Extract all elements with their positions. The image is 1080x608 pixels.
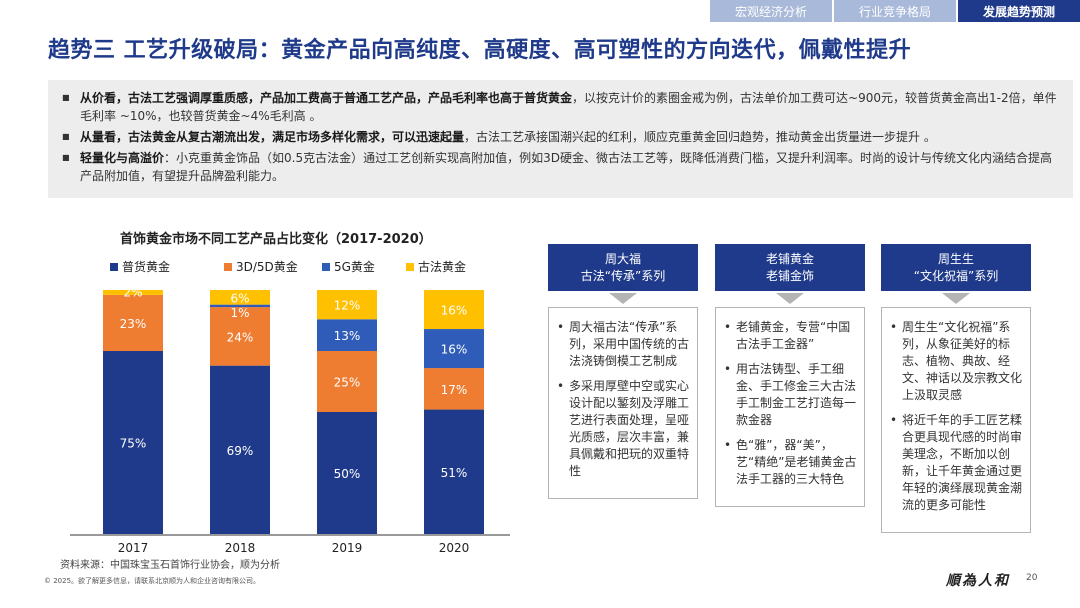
data-label: 23% [120,317,147,331]
card-series: 古法“传承”系列 [580,268,666,283]
bullet-text: ：小克重黄金饰品（如0.5克古法金）通过工艺创新实现高附加值，例如3D硬金、微古… [80,151,1052,183]
bar-segment [424,290,484,330]
bar-segment [424,409,484,534]
chart-title: 首饰黄金市场不同工艺产品占比变化（2017-2020） [120,232,432,247]
card-chow-sang-sang: 周生生 “文化祝福”系列 周生生“文化祝福”系列，从象征美好的标志、植物、典故、… [881,244,1031,533]
bullet-volume: ■ 从量看，古法黄金从复古潮流出发，满足市场多样化需求，可以迅速起量，古法工艺承… [62,128,1059,146]
data-label: 50% [334,467,361,481]
bar-segment [210,365,270,534]
bar-segment [317,351,377,412]
card-header: 老铺黄金 老铺金饰 [715,244,865,291]
list-item: 将近千年的手工匠艺糅合更具现代感的时尚审美理念，不断加以创新，让千年黄金通过更年… [888,412,1024,514]
data-label: 17% [441,383,468,397]
card-brand: 周大福 [604,251,641,266]
bullet-price: ■ 从价看，古法工艺强调厚重质感，产品加工费高于普通工艺产品，产品毛利率也高于普… [62,89,1059,125]
page-number: 20 [1026,573,1038,583]
square-bullet-icon: ■ [62,153,70,162]
card-body: 老铺黄金，专营“中国古法手工金器” 用古法铸型、手工细金、手工修金三大古法手工制… [715,307,865,507]
card-header: 周大福 古法“传承”系列 [548,244,698,291]
bullet-bold: 从价看，古法工艺强调厚重质感，产品加工费高于普通工艺产品，产品毛利率也高于普货黄… [80,91,573,105]
data-label: 12% [334,299,361,313]
bar-segment [103,294,163,351]
tab-competition[interactable]: 行业竞争格局 [834,0,956,22]
bar-segment [317,412,377,534]
legend-swatch [110,263,118,271]
list-item: 色“雅”，器“美”，艺“精绝”是老铺黄金古法手工器的三大特色 [722,437,858,488]
legend-label: 3D/5D黄金 [236,259,298,274]
legend-label: 5G黄金 [334,259,375,274]
legend-swatch [224,263,232,271]
card-laopu-gold: 老铺黄金 老铺金饰 老铺黄金，专营“中国古法手工金器” 用古法铸型、手工细金、手… [715,244,865,507]
card-body: 周大福古法“传承”系列，采用中国传统的古法浇铸倒模工艺制成 多采用厚壁中空或实心… [548,307,698,499]
square-bullet-icon: ■ [62,132,70,141]
data-label: 6% [230,291,249,305]
legend-label: 普货黄金 [122,259,170,274]
bullet-text: ，以按克计价的素圈金戒为例，古法单价加工费可达~900元，较普货黄金高出1-2倍… [80,91,1057,123]
list-item: 周大福古法“传承”系列，采用中国传统的古法浇铸倒模工艺制成 [555,319,691,370]
square-bullet-icon: ■ [62,93,70,102]
legend-swatch [322,263,330,271]
card-brand: 老铺黄金 [765,251,814,266]
bar-segment [210,290,270,305]
summary-box: ■ 从价看，古法工艺强调厚重质感，产品加工费高于普通工艺产品，产品毛利率也高于普… [48,80,1073,198]
page-title: 趋势三 工艺升级破局：黄金产品向高纯度、高硬度、高可塑性的方向迭代，佩戴性提升 [48,38,912,63]
x-tick-label: 2018 [225,541,256,555]
x-tick-label: 2019 [332,541,363,555]
list-item: 周生生“文化祝福”系列，从象征美好的标志、植物、典故、经文、神话以及宗教文化上汲… [888,319,1024,404]
brand-logo: 順為人和 [946,573,1010,589]
data-label: 16% [441,343,468,357]
data-label: 2% [123,285,142,299]
tab-macro-economy[interactable]: 宏观经济分析 [710,0,832,22]
card-brand: 周生生 [937,251,974,266]
x-tick-label: 2020 [439,541,470,555]
bar-segment [103,290,163,295]
arrow-down-icon [609,293,637,304]
legend-swatch [406,263,414,271]
arrow-down-icon [776,293,804,304]
bar-segment [424,329,484,369]
data-label: 75% [120,437,147,451]
card-series: 老铺金饰 [765,268,814,283]
data-label: 51% [441,466,468,480]
bullet-premium: ■ 轻量化与高溢价：小克重黄金饰品（如0.5克古法金）通过工艺创新实现高附加值，… [62,149,1059,185]
copyright-note: © 2025。欲了解更多信息，请联系北京顺为人和企业咨询有限公司。 [44,577,261,585]
data-label: 24% [227,330,254,344]
bar-segment [210,304,270,308]
tab-trend-forecast[interactable]: 发展趋势预测 [958,0,1080,22]
data-label: 16% [441,304,468,318]
bullet-bold: 从量看，古法黄金从复古潮流出发，满足市场多样化需求，可以迅速起量 [80,130,465,144]
list-item: 多采用厚壁中空或实心设计配以錾刻及浮雕工艺进行表面处理，呈哑光质感，层次丰富，兼… [555,378,691,480]
card-body: 周生生“文化祝福”系列，从象征美好的标志、植物、典故、经文、神话以及宗教文化上汲… [881,307,1031,533]
card-header: 周生生 “文化祝福”系列 [881,244,1031,291]
bar-segment [317,290,377,320]
data-label: 1% [230,306,249,320]
bar-segment [424,368,484,410]
bar-segment [210,307,270,366]
source-note: 资料来源：中国珠宝玉石首饰行业协会，顺为分析 [60,560,280,571]
list-item: 用古法铸型、手工细金、手工修金三大古法手工制金工艺打造每一款金器 [722,361,858,429]
data-label: 69% [227,444,254,458]
bullet-bold: 轻量化与高溢价 [80,151,165,165]
stacked-bar-chart: 普货黄金 3D/5D黄金 5G黄金 古法黄金 75% 23% 2% 2017 69% 24% 1%6… [70,259,510,555]
list-item: 老铺黄金，专营“中国古法手工金器” [722,319,858,353]
x-tick-label: 2017 [118,541,149,555]
card-series: “文化祝福”系列 [913,268,999,283]
bullet-text: ，古法工艺承接国潮兴起的红利，顺应克重黄金回归趋势，推动黄金出货量进一步提升 。 [464,130,936,144]
data-label: 13% [334,329,361,343]
legend-label: 古法黄金 [418,259,466,274]
bar-segment [103,351,163,534]
card-chow-tai-fook: 周大福 古法“传承”系列 周大福古法“传承”系列，采用中国传统的古法浇铸倒模工艺… [548,244,698,499]
section-tabs: 宏观经济分析 行业竞争格局 发展趋势预测 [708,0,1080,22]
bar-segment [317,319,377,351]
data-label: 25% [334,376,361,390]
arrow-down-icon [942,293,970,304]
